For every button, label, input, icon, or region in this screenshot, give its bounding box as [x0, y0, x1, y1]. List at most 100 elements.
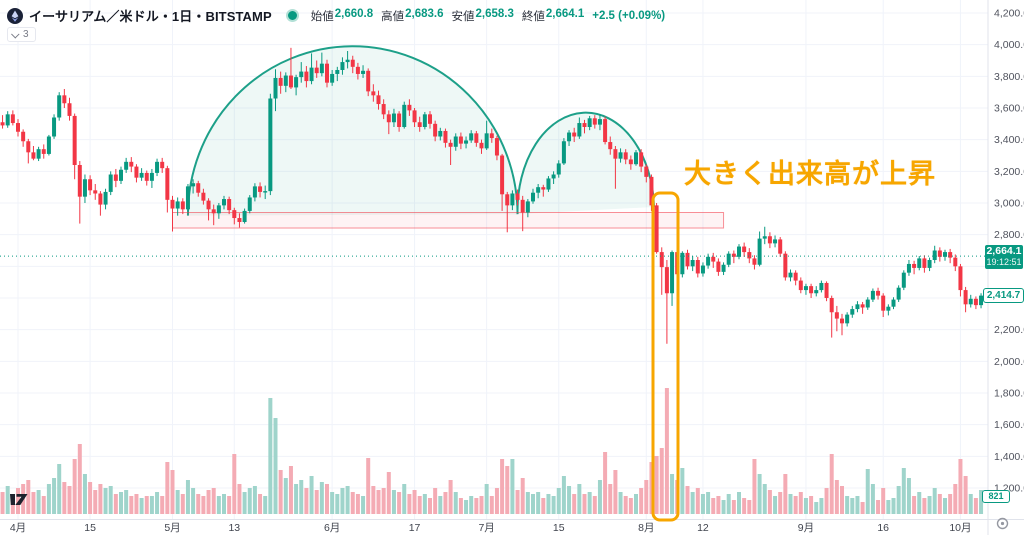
candle-body	[948, 252, 953, 258]
candle-body	[283, 75, 288, 86]
candle-body	[453, 136, 458, 147]
candle-body	[479, 142, 484, 149]
time-axis[interactable]: 4月 15 5月 13 6月 17 7月 15 8月 12 9月 16 10月	[10, 522, 972, 534]
candle-body	[654, 205, 659, 253]
tradingview-logo-icon[interactable]	[9, 491, 33, 507]
candle-body	[876, 290, 881, 296]
candle-body	[561, 141, 566, 164]
volume-value-badge: 821	[982, 490, 1010, 503]
symbol-title[interactable]: イーサリアム／米ドル・1日・BITSTAMP	[29, 9, 272, 24]
candle-body	[685, 252, 690, 267]
volume-bar	[623, 496, 628, 514]
candle-body	[634, 152, 638, 165]
volume-bar	[891, 498, 896, 514]
volume-bar	[397, 492, 402, 514]
volume-bar	[582, 494, 587, 514]
arc-curve[interactable]	[186, 45, 519, 216]
volume-bar	[639, 488, 644, 514]
candle-body	[185, 186, 190, 210]
volume-bar	[525, 492, 530, 514]
bar-countdown: 19:12:51	[986, 257, 1022, 267]
volume-bar	[0, 492, 5, 514]
candle-body	[546, 178, 551, 190]
volume-bar	[180, 494, 185, 514]
candle-body	[77, 165, 82, 197]
market-status-dot-icon[interactable]	[285, 9, 299, 22]
candle-body	[613, 149, 618, 159]
volume-bar	[520, 478, 525, 514]
volume-bar	[948, 494, 953, 514]
candle-body	[628, 159, 633, 165]
candle-body	[845, 314, 850, 324]
volume-bar	[52, 478, 57, 514]
volume-bar	[865, 469, 870, 514]
volume-bar	[567, 486, 572, 514]
volume-bar	[16, 488, 20, 514]
chart-header: イーサリアム／米ドル・1日・BITSTAMP 始値 2,660.8 高値 2,683…	[7, 6, 665, 25]
candle-body	[304, 71, 309, 82]
volume-bar	[77, 444, 82, 514]
candle-body	[860, 304, 865, 308]
volume-bar	[98, 484, 103, 514]
time-tick-label: 16	[877, 522, 889, 534]
volume-bar	[870, 484, 875, 514]
price-axis[interactable]: 4,200.0 4,000.0 3,800.0 3,600.0 3,400.0 3,200…	[994, 8, 1024, 495]
price-tick-label: 3,600.0	[994, 103, 1024, 115]
candle-body	[407, 104, 412, 111]
volume-bar	[119, 492, 123, 514]
volume-bar	[809, 496, 814, 514]
volume-bar	[819, 498, 824, 514]
axis-settings-gear-icon[interactable]	[996, 517, 1009, 530]
volume-bar	[26, 480, 31, 514]
arc-curve[interactable]	[516, 111, 656, 215]
volume-bar	[901, 468, 906, 514]
volume-bar	[222, 494, 226, 514]
candle-body	[263, 191, 268, 193]
candle-body	[180, 201, 185, 210]
volume-bar	[319, 482, 324, 514]
time-tick-label: 9月	[798, 522, 814, 534]
volume-bar	[185, 480, 190, 514]
candle-body	[93, 190, 98, 194]
volume-spike-annotation[interactable]: 大きく出来高が上昇	[684, 159, 936, 189]
candle-body	[247, 197, 252, 211]
volume-bar	[258, 494, 263, 514]
volume-bar	[366, 458, 371, 514]
candle-body	[515, 193, 520, 200]
volume-highlight-rectangle[interactable]	[651, 191, 680, 522]
candle-body	[474, 133, 479, 143]
volume-bar	[963, 476, 968, 514]
candle-body	[690, 260, 695, 267]
candle-body	[397, 113, 402, 127]
volume-bar	[453, 492, 458, 514]
candle-body	[525, 201, 530, 213]
candle-body	[438, 130, 443, 137]
candle-body	[149, 172, 154, 181]
object-tree-collapse-button[interactable]: 3	[7, 27, 36, 42]
candle-body	[536, 187, 541, 193]
volume-bar	[82, 474, 87, 514]
candle-body	[88, 179, 93, 191]
candle-body	[175, 201, 180, 209]
candle-body	[155, 161, 160, 173]
candle-body	[773, 239, 778, 244]
volume-bar	[531, 494, 535, 514]
candle-body	[906, 263, 911, 273]
candle-body	[788, 272, 793, 278]
candle-body	[886, 306, 891, 311]
volume-bar	[603, 452, 608, 514]
candle-body	[757, 238, 762, 265]
candle-body	[927, 260, 932, 268]
volume-bar	[62, 482, 67, 514]
candle-body	[798, 280, 803, 291]
support-zone-rectangle[interactable]	[172, 212, 725, 229]
volume-bar	[5, 486, 10, 514]
price-tick-label: 1,400.0	[994, 451, 1024, 463]
volume-bar	[144, 496, 149, 514]
volume-bar	[361, 496, 366, 514]
volume-bar	[227, 496, 232, 514]
candle-body	[196, 183, 201, 193]
volume-bar	[876, 500, 881, 514]
candle-body	[670, 252, 675, 294]
